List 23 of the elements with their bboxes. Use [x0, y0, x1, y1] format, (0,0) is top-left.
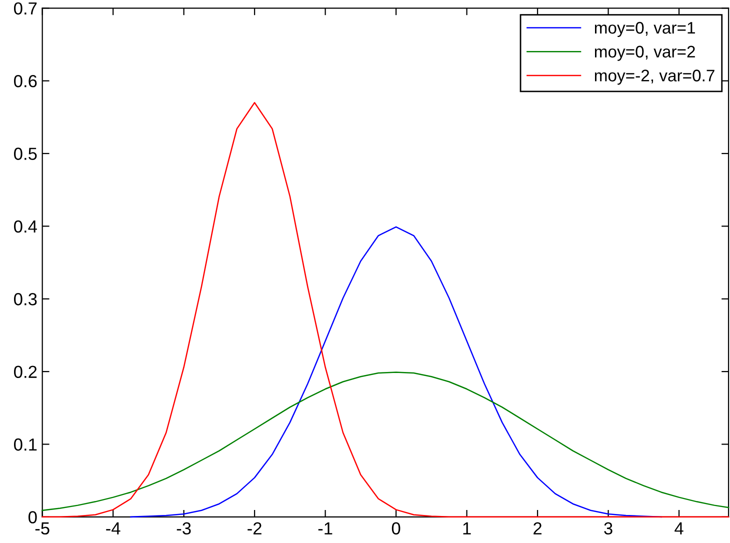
x-tick-label: -5 [35, 522, 50, 535]
x-tick-label: 3 [604, 522, 612, 535]
y-tick-label: 0.2 [14, 366, 37, 378]
y-tick-label: 0.6 [14, 74, 37, 88]
x-tick-label: -1 [318, 522, 332, 534]
y-tick-label: 0.4 [14, 220, 37, 233]
legend-label: moy=0, var=2 [594, 46, 695, 61]
x-tick-label: 0 [392, 522, 400, 535]
y-tick-label: 0.3 [14, 293, 37, 306]
y-tick-label: 0 [28, 511, 37, 524]
x-tick-label: 4 [674, 522, 684, 534]
x-tick-label: -4 [106, 522, 120, 534]
y-tick-label: 0.1 [14, 438, 37, 451]
x-tick-label: -2 [248, 522, 262, 534]
legend-label: moy=-2, var=0.7 [594, 70, 714, 85]
legend-label: moy=0, var=1 [594, 22, 695, 38]
x-tick-label: 1 [463, 522, 471, 534]
line-series [42, 372, 730, 512]
y-tick-label: 0.5 [14, 148, 37, 160]
y-tick-label: 0.7 [14, 2, 37, 15]
x-tick-label: -3 [176, 522, 191, 535]
line-series [130, 226, 662, 518]
x-tick-label: 2 [534, 522, 542, 534]
